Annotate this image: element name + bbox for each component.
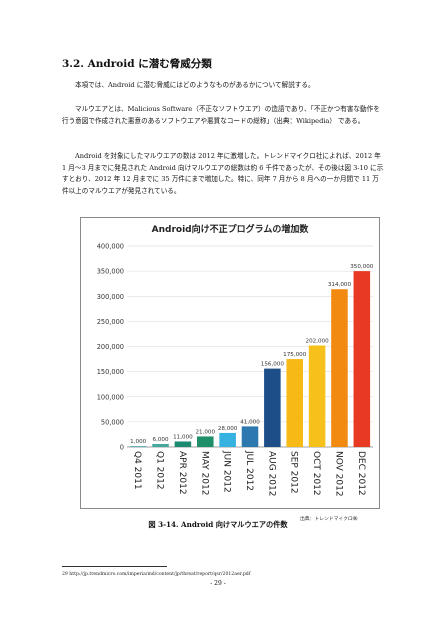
chart-source: 出典：トレンドマイクロ㈱ [300,517,358,522]
bar [196,436,214,447]
x-tick-label: Q4 2011 [132,451,142,490]
y-tick-label: 400,000 [97,243,124,251]
x-tick-label: DEC 2012 [356,451,366,496]
bar-value-label: 28,000 [218,426,238,432]
figure-caption: 図 3-14. Android 向けマルウエアの件数 [148,520,288,529]
x-tick-label: JUL 2012 [244,450,254,491]
bar [174,441,192,447]
bar [219,432,236,447]
section-heading: 3.2. Android に潜む脅威分類 [62,58,212,70]
x-tick-label: OCT 2012 [311,451,321,496]
x-tick-label: AUG 2012 [266,451,276,496]
chart-frame: Android向け不正プログラムの増加数 0 50,000 100,000 150,0… [80,217,380,509]
bar [286,359,304,447]
bar-value-label: 6,000 [153,437,169,443]
malware-bar-chart: 0 50,000 100,000 150,000 200,000 250,000 300,0… [97,243,374,497]
bar-value-label: 41,000 [240,419,260,425]
bar-value-label: 1,000 [130,439,146,445]
bar [353,271,371,447]
y-tick-label: 0 [120,444,124,452]
bar [152,443,169,447]
y-tick-label: 350,000 [97,268,124,276]
x-tick-label: Q1 2012 [155,451,165,490]
x-tick-label: JUN 2012 [222,450,232,493]
x-tick-label: NOV 2012 [333,451,343,497]
page-number: - 29 - [210,580,226,587]
x-tick-label: SEP 2012 [289,451,299,494]
bar-value-label: 21,000 [195,429,215,435]
footnote-rule [62,566,167,567]
footnote: 29 http://jp.trendmicro.com/imperia/md/c… [62,572,251,577]
bar [308,345,326,447]
bar [331,289,348,447]
y-tick-label: 100,000 [97,393,124,401]
bar-value-label: 314,000 [328,282,352,288]
y-tick-label: 250,000 [97,318,124,326]
y-tick-label: 200,000 [97,343,124,351]
chart-title: Android向け不正プログラムの増加数 [151,225,309,235]
bar-value-label: 175,000 [283,352,307,358]
bar [264,368,281,447]
paragraph-intro: 本項では、Android に潜む脅威にはどのようなものがあるかについて解説する。 [75,81,315,89]
bar [129,446,147,447]
x-tick-label: MAY 2012 [199,451,209,496]
y-tick-label: 150,000 [97,368,124,376]
bar-value-label: 350,000 [350,264,374,270]
y-tick-label: 300,000 [97,293,124,301]
bar-value-label: 11,000 [173,434,193,440]
y-tick-label: 50,000 [101,418,124,426]
x-tick-label: APR 2012 [177,451,187,495]
paragraph-malware-growth: Android を対象にしたマルウエアの数は 2012 年に激増した。トレンドマ… [62,152,384,195]
paragraph-malware-definition: マルウエアとは、Malicious Software（不正なソフトウエア）の造語… [62,105,380,125]
bar-value-label: 202,000 [306,338,330,344]
bar [241,426,259,447]
bar-value-label: 156,000 [261,362,285,368]
